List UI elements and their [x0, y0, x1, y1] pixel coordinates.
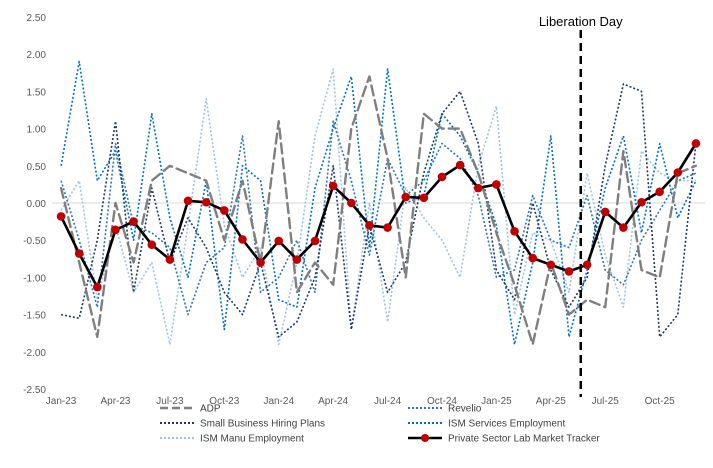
- tracker-point: [74, 249, 84, 258]
- tracker-point: [455, 160, 465, 170]
- tracker-point: [220, 206, 229, 215]
- tracker-point: [56, 212, 66, 221]
- y-tick-label: 2.50: [27, 13, 47, 24]
- x-tick-label: Apr-23: [100, 396, 130, 407]
- y-tick-label: -1.50: [23, 311, 46, 322]
- y-tick-label: -2.50: [23, 385, 46, 396]
- tracker-point: [546, 260, 556, 270]
- tracker-point: [111, 225, 120, 235]
- legend-label: Revelio: [448, 404, 482, 415]
- tracker-point: [129, 217, 138, 226]
- tracker-point: [328, 181, 338, 191]
- tracker-point: [93, 282, 102, 292]
- tracker-point: [582, 260, 592, 270]
- series-line: [60, 60, 697, 346]
- tracker-point: [165, 255, 175, 264]
- y-tick-label: 0.00: [27, 199, 47, 210]
- series-line: [60, 120, 697, 316]
- y-tick-label: 2.00: [27, 50, 47, 61]
- x-tick-label: Jul-23: [156, 396, 184, 407]
- tracker-point: [274, 236, 284, 246]
- tracker-point: [383, 223, 392, 232]
- tracker-point: [564, 267, 574, 276]
- legend-label: Private Sector Lab Market Tracker: [448, 434, 600, 445]
- tracker-point: [655, 187, 664, 197]
- x-tick-label: Jan-24: [263, 396, 294, 407]
- legend-label: Small Business Hiring Plans: [200, 419, 325, 430]
- tracker-point: [346, 198, 356, 208]
- liberation-day-label: Liberation Day: [539, 14, 623, 29]
- tracker-point: [401, 192, 411, 202]
- tracker-point: [673, 168, 683, 177]
- y-tick-label: 1.50: [27, 87, 47, 98]
- x-tick-label: Jul-25: [592, 396, 620, 407]
- x-tick-label: Jan-23: [46, 396, 77, 407]
- tracker-point: [510, 226, 519, 236]
- tracker-point: [619, 223, 628, 232]
- legend-label: ADP: [200, 404, 221, 415]
- y-tick-label: -1.00: [23, 273, 46, 284]
- tracker-point: [419, 193, 429, 203]
- tracker-point: [238, 235, 247, 244]
- series-line: [59, 75, 698, 346]
- y-tick-label: 1.00: [27, 125, 47, 136]
- x-tick-label: Jul-24: [374, 396, 402, 407]
- x-tick-label: Oct-24: [427, 396, 457, 407]
- tracker-point: [147, 240, 157, 249]
- tracker-point: [292, 255, 302, 264]
- legend-label: ISM Manu Employment: [200, 434, 304, 445]
- tracker-point: [528, 253, 537, 263]
- series-layer: [56, 60, 701, 346]
- tracker-point: [600, 207, 610, 217]
- tracker-point: [691, 139, 701, 148]
- tracker-point: [365, 221, 374, 230]
- tracker-point: [183, 196, 193, 206]
- tracker-point: [492, 180, 501, 189]
- x-tick-label: Jan-25: [481, 396, 512, 407]
- y-tick-label: 0.50: [27, 162, 47, 173]
- tracker-point: [637, 197, 646, 207]
- series-line: [60, 83, 697, 338]
- x-tick-label: Oct-25: [645, 396, 675, 407]
- tracker-point: [310, 236, 320, 246]
- tracker-point: [201, 197, 211, 207]
- tracker-point: [473, 183, 483, 193]
- legend-label: ISM Services Employment: [448, 419, 565, 430]
- tracker-point: [437, 172, 447, 182]
- x-tick-label: Oct-23: [209, 396, 239, 407]
- x-tick-label: Apr-25: [536, 396, 566, 407]
- legend-marker: [421, 434, 429, 442]
- annotation-layer: Liberation Day: [539, 14, 623, 397]
- y-tick-label: -0.50: [23, 236, 46, 247]
- legend: ADP Revelio Small Business Hiring Plans ISM…: [160, 404, 600, 445]
- tracker-point: [256, 258, 265, 267]
- axis-layer: 2.50 2.00 1.50 1.00 0.50 0.00 -0.50 -1.00 -1.50 -…: [23, 13, 705, 407]
- x-tick-label: Apr-24: [318, 396, 348, 407]
- y-tick-label: -2.00: [23, 348, 46, 359]
- series-line: [60, 68, 696, 346]
